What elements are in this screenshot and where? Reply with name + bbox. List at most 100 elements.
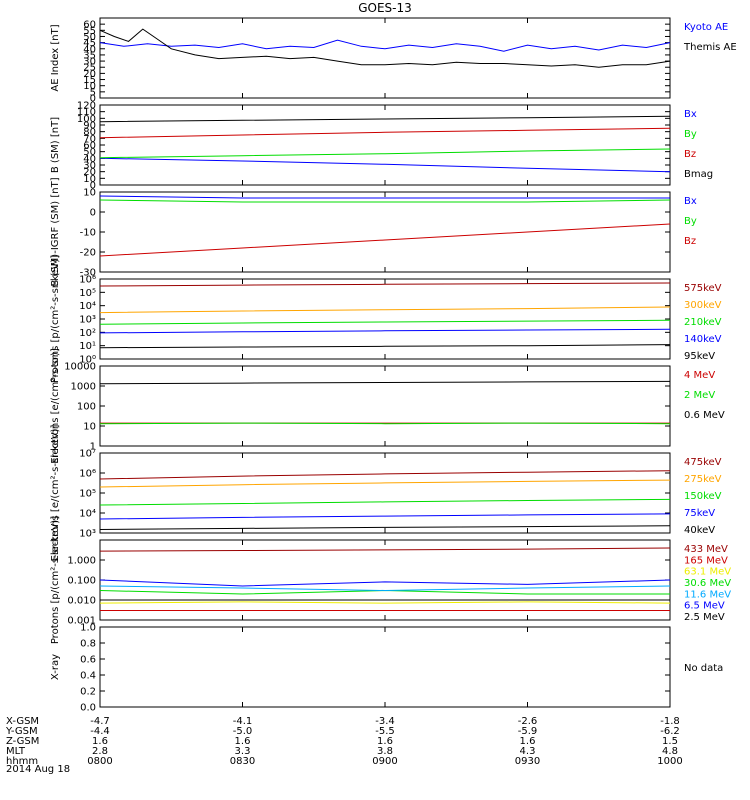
legend-entry: 2.5 MeV — [684, 612, 725, 623]
legend-entry: 575keV — [684, 283, 722, 294]
y-tick-label: 0 — [90, 208, 96, 219]
legend-entry: Bz — [684, 149, 696, 160]
y-tick-label: -20 — [80, 248, 96, 259]
legend-entry: By — [684, 216, 697, 227]
series-line-11-6-mev — [99, 585, 671, 592]
legend-entry: 30.6 MeV — [684, 578, 731, 589]
no-data-note: No data — [684, 663, 723, 674]
y-tick-label: 40 — [83, 44, 96, 55]
y-tick-label: 10⁵ — [79, 288, 96, 299]
y-tick-label: 40 — [83, 154, 96, 165]
legend-entry: 210keV — [684, 317, 722, 328]
legend-entry: 2 MeV — [684, 390, 715, 401]
ephemeris-row-label: MLT — [6, 746, 26, 757]
legend-entry: 6.5 MeV — [684, 601, 725, 612]
series-line-kyoto-ae — [99, 39, 671, 52]
ephemeris-value: 4.8 — [662, 746, 678, 757]
y-tick-label: 1.0 — [80, 623, 96, 634]
legend-entry: Bmag — [684, 169, 713, 180]
y-tick-label: 5 — [90, 87, 96, 98]
ephemeris-group: X-GSM -4.7 -4.1 -3.4 -2.6 -1.8 Y-GSM -4.4 -5.0 -5… — [5, 716, 683, 767]
ephemeris-value: -2.6 — [518, 716, 538, 727]
y-tick-label: 0 — [90, 181, 96, 192]
series-line-bmag — [99, 115, 671, 123]
y-tick-label: -30 — [80, 268, 96, 279]
legend-entry: 300keV — [684, 300, 722, 311]
y-tick-label: 1000 — [71, 382, 96, 393]
series-line-300kev — [99, 306, 671, 314]
y-axis-label: B (SM)-IGRF (SM) [nT] — [50, 177, 61, 286]
legend-entry: 40keV — [684, 525, 715, 536]
series-line-bx — [99, 195, 670, 199]
y-tick-label: 1 — [90, 442, 96, 453]
series-line-210kev — [99, 319, 671, 325]
ephemeris-value: 1.6 — [92, 736, 108, 747]
series-line-63-1-mev — [99, 601, 671, 604]
y-axis-label: B (SM) [nT] — [50, 117, 61, 173]
y-axis-label: X-ray — [50, 654, 61, 680]
y-tick-label: 10¹ — [79, 341, 96, 352]
ephemeris-value: 1.6 — [377, 736, 393, 747]
legend-entry: 150keV — [684, 491, 722, 502]
y-tick-label: 0.6 — [80, 655, 96, 666]
legend-entry: 95keV — [684, 351, 715, 362]
ephemeris-value: -5.9 — [518, 726, 538, 737]
ephemeris-value: 3.8 — [377, 746, 393, 757]
ephemeris-value: -1.8 — [660, 716, 680, 727]
y-tick-label: 30 — [83, 57, 96, 68]
legend-entry: 11.6 MeV — [684, 589, 731, 600]
series-line-6-5-mev — [99, 579, 671, 587]
y-tick-label: 0.100 — [67, 576, 96, 587]
y-tick-label: 120 — [77, 101, 96, 112]
series-line-bx — [99, 157, 671, 173]
series-line-2-mev — [99, 422, 671, 425]
panel-4: 10⁰ 10¹ 10² 10³ 10⁴ 10⁵ 10⁶ Protons [p/(cm²-s-s… — [50, 255, 722, 383]
ephemeris-row-label: X-GSM — [6, 716, 39, 727]
date-label: 2014 Aug 18 — [6, 764, 70, 775]
y-tick-label: 0.8 — [80, 639, 96, 650]
y-tick-label: 45 — [83, 38, 96, 49]
legend-entry: Themis AE — [683, 42, 737, 53]
y-tick-label: 10⁶ — [79, 275, 96, 286]
chart-title: GOES-13 — [358, 1, 412, 15]
ephemeris-value: -4.7 — [90, 716, 110, 727]
ephemeris-row-label: Y-GSM — [5, 726, 38, 737]
legend-entry: Kyoto AE — [684, 22, 728, 33]
ephemeris-value: 1.6 — [520, 736, 536, 747]
ephemeris-value: 3.3 — [235, 746, 251, 757]
y-tick-label: 0.4 — [80, 671, 96, 682]
y-tick-label: 100 — [77, 114, 96, 125]
legend-entry: Bx — [684, 196, 697, 207]
series-line-by — [99, 199, 671, 203]
legend-entry: 433 MeV — [684, 544, 728, 555]
ephemeris-value: 0900 — [372, 756, 397, 767]
y-tick-label: 1.000 — [67, 556, 96, 567]
series-line-40kev — [99, 525, 671, 530]
y-axis-label: Electrons [e/(cm²-s-sr-keV)] — [50, 424, 61, 561]
legend-entry: 275keV — [684, 474, 722, 485]
y-tick-label: 10⁷ — [79, 449, 96, 460]
y-tick-label: 0.0 — [80, 703, 96, 714]
legend-entry: 165 MeV — [684, 555, 728, 566]
legend-entry: By — [684, 129, 697, 140]
y-tick-label: 0 — [90, 94, 96, 105]
legend-entry: 140keV — [684, 334, 722, 345]
y-tick-label: 90 — [83, 121, 96, 132]
ephemeris-value: 2.8 — [92, 746, 108, 757]
series-line-140kev — [99, 328, 671, 334]
series-line-bz — [99, 223, 671, 257]
y-tick-label: 55 — [83, 26, 96, 37]
series-line-bz — [99, 127, 671, 139]
y-axis-label: Electrons [e/(cm²-s-sr)] — [50, 348, 61, 464]
y-tick-label: 10 — [83, 81, 96, 92]
ephemeris-value: 1000 — [657, 756, 682, 767]
legend-entry: 475keV — [684, 457, 722, 468]
series-line-575kev — [99, 282, 671, 287]
panel-6: 10³ 10⁴ 10⁵ 10⁶ 10⁷ Electrons [e/(cm²-s-sr-ke… — [50, 424, 722, 561]
